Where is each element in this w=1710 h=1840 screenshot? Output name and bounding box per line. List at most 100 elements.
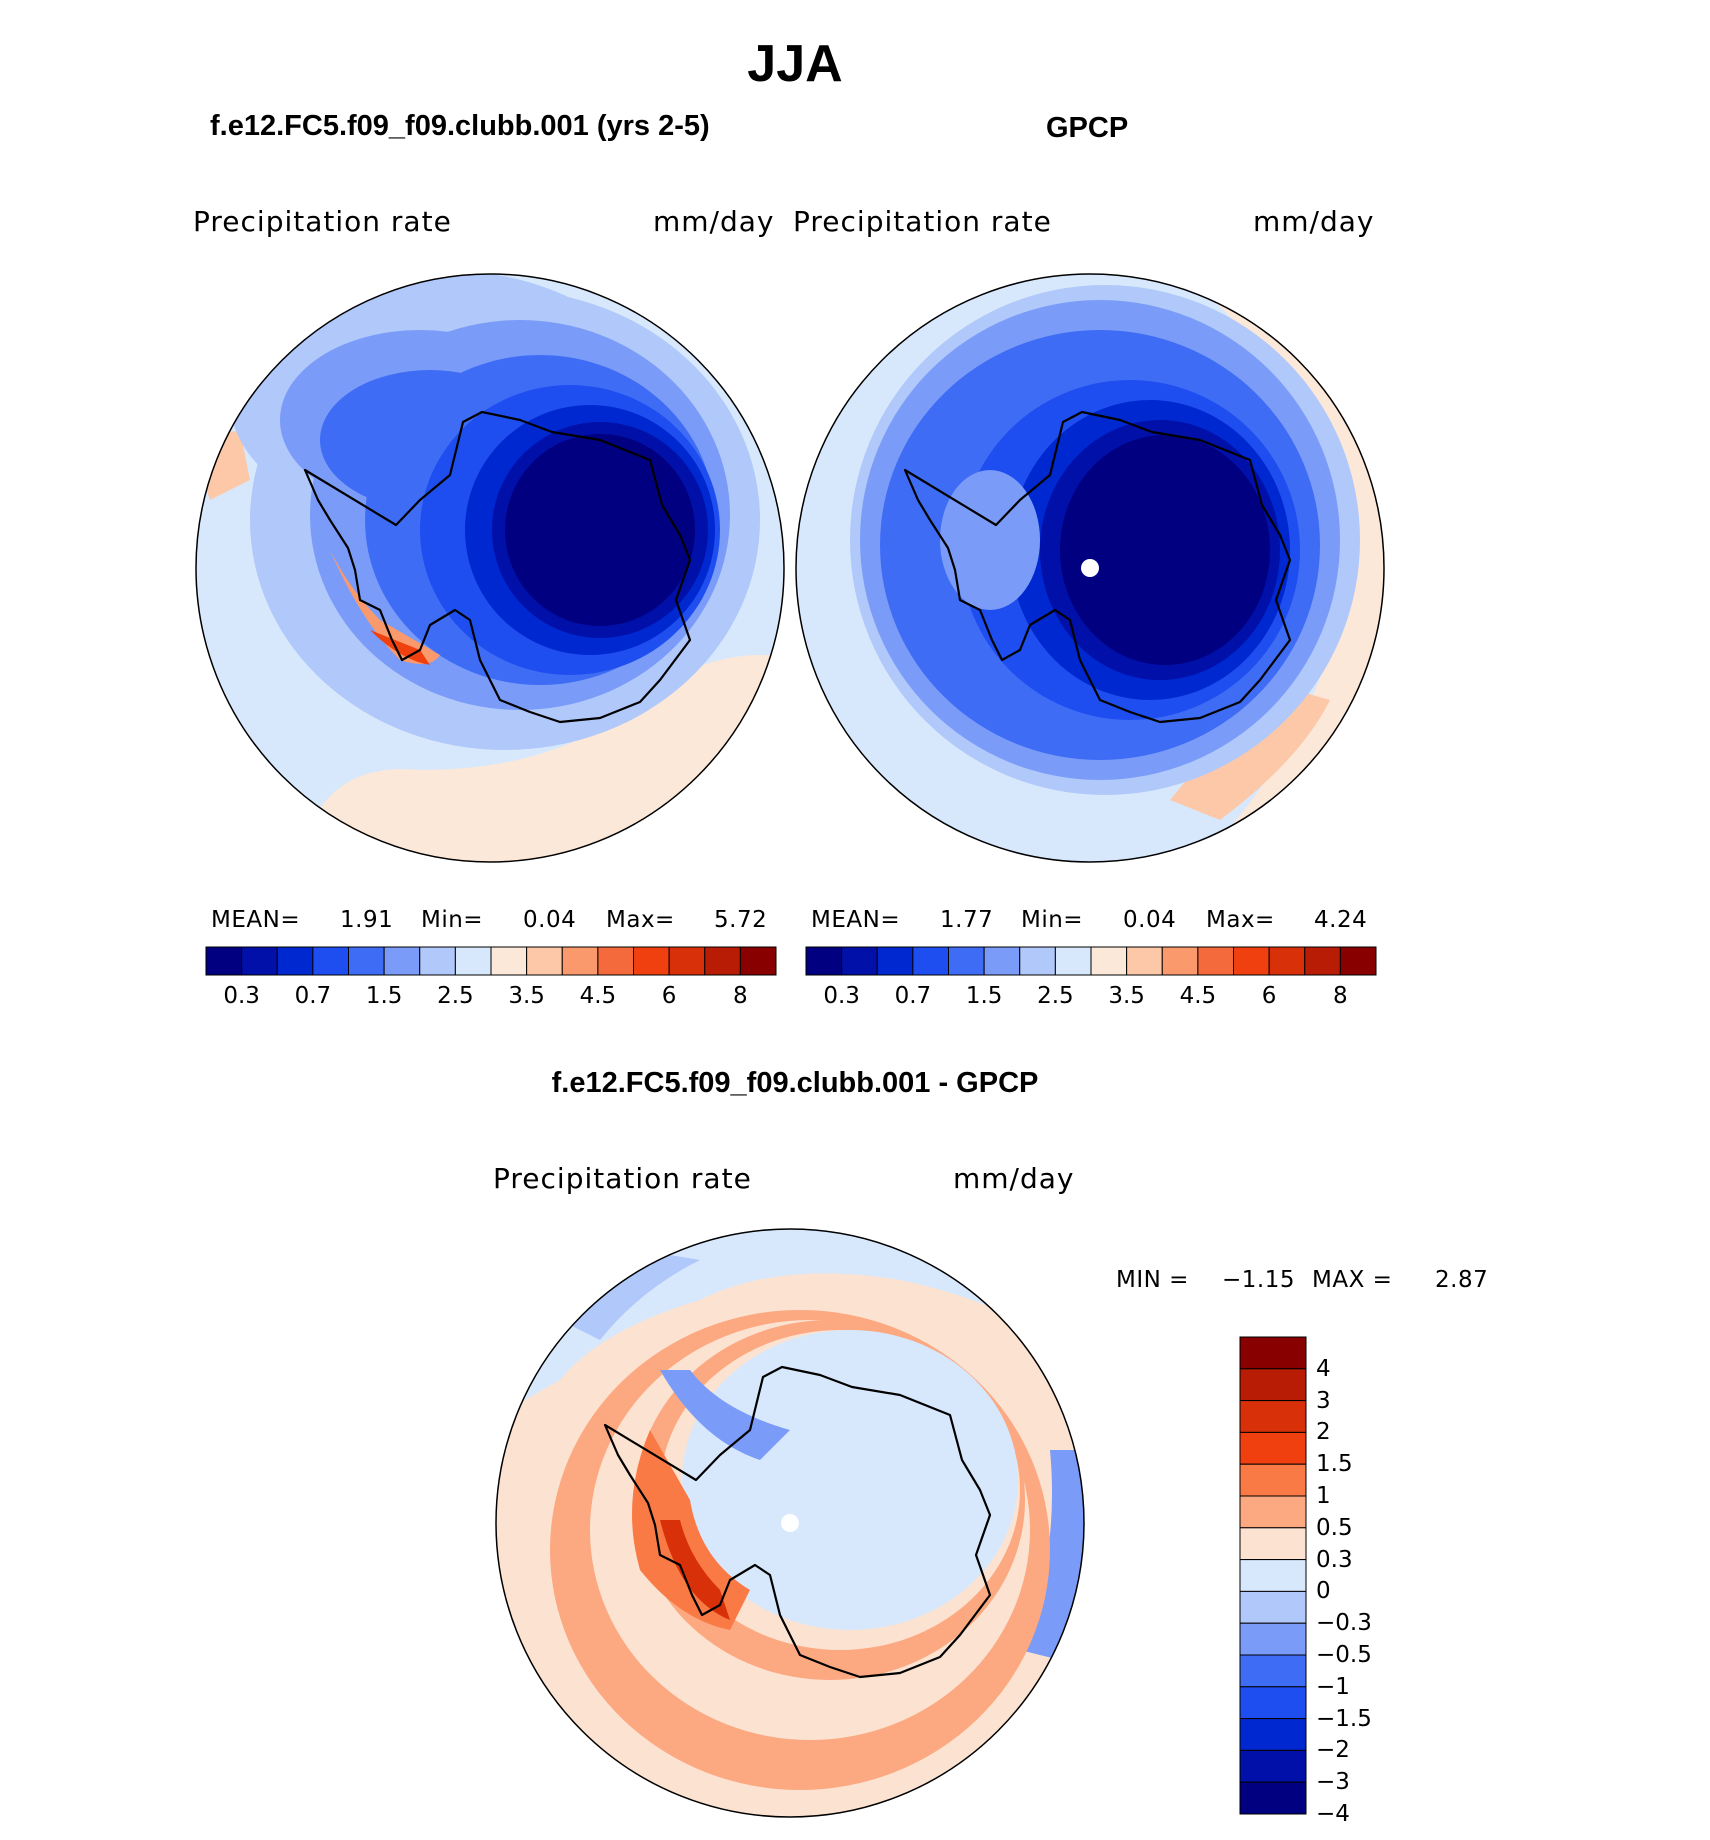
obs-min-label: Min= [1021, 907, 1084, 933]
model-min-value: 0.04 [523, 907, 577, 933]
model-colorbar-swatch [241, 946, 278, 976]
diff-colorbar-swatch [1239, 1654, 1307, 1688]
diff-colorbar-tick-label: 0.5 [1316, 1514, 1353, 1541]
model-colorbar-swatch [419, 946, 456, 976]
diff-min-label: MIN = [1116, 1267, 1189, 1293]
model-colorbar-swatch [561, 946, 599, 976]
model-colorbar-swatch [348, 946, 385, 976]
obs-colorbar-swatch [1161, 946, 1199, 976]
diff-colorbar-swatch [1239, 1749, 1307, 1783]
diff-colorbar-swatch [1239, 1431, 1307, 1465]
obs-colorbar-swatch [912, 946, 949, 976]
obs-colorbar-swatch [841, 946, 878, 976]
obs-mean-value: 1.77 [940, 907, 994, 933]
obs-colorbar-swatch [1054, 946, 1092, 976]
diff-colorbar-tick-label: 3 [1316, 1387, 1331, 1414]
model-variable-label: Precipitation rate [193, 205, 452, 238]
diff-colorbar-tick-label: 0.3 [1316, 1546, 1353, 1573]
model-colorbar-swatch [633, 946, 670, 976]
season-title: JJA [747, 35, 843, 93]
diff-colorbar-swatch [1239, 1400, 1307, 1433]
model-panel-title: f.e12.FC5.f09_f09.clubb.001 (yrs 2-5) [210, 110, 710, 142]
diff-colorbar-tick-label: 1.5 [1316, 1451, 1353, 1478]
obs-colorbar-tick-label: 0.3 [823, 983, 860, 1009]
diff-min-value: −1.15 [1222, 1267, 1295, 1293]
diff-precip-map [496, 1229, 1084, 1817]
obs-colorbar [805, 946, 1377, 976]
model-units-label: mm/day [653, 205, 775, 238]
diff-colorbar-tick-label: 0 [1316, 1578, 1331, 1605]
obs-colorbar-tick-label: 1.5 [965, 983, 1003, 1009]
obs-colorbar-swatch [1126, 946, 1163, 976]
model-colorbar-swatch [276, 946, 314, 976]
model-colorbar-tick-label: 3.5 [508, 983, 545, 1009]
model-colorbar-tick-label: 8 [733, 983, 748, 1009]
diff-colorbar-tick-label: −1 [1316, 1673, 1350, 1700]
diff-colorbar-swatch [1239, 1718, 1307, 1751]
diff-colorbar-tick-label: 1 [1316, 1483, 1331, 1509]
obs-colorbar-swatch [983, 946, 1021, 976]
diff-units-label: mm/day [953, 1162, 1075, 1195]
model-colorbar-swatch [383, 946, 421, 976]
obs-colorbar-swatch [1019, 946, 1056, 976]
diff-colorbar-tick-label: −0.3 [1316, 1610, 1372, 1637]
model-colorbar-swatch [597, 946, 634, 976]
model-max-label: Max= [606, 907, 675, 933]
model-colorbar-tick-label: 4.5 [579, 983, 617, 1009]
diff-colorbar [1239, 1336, 1307, 1815]
obs-colorbar-swatch [1304, 946, 1341, 976]
obs-colorbar-swatch [876, 946, 914, 976]
obs-colorbar-tick-label: 0.7 [894, 983, 932, 1009]
model-colorbar [205, 946, 777, 976]
obs-colorbar-tick-label: 8 [1333, 983, 1348, 1009]
diff-colorbar-tick-label: −4 [1316, 1801, 1350, 1827]
model-colorbar-swatch [739, 946, 777, 976]
model-colorbar-swatch [490, 946, 528, 976]
diff-colorbar-tick-label: −1.5 [1316, 1705, 1372, 1732]
model-colorbar-tick-label: 2.5 [437, 983, 474, 1009]
model-colorbar-swatch [668, 946, 706, 976]
diff-panel-title: f.e12.FC5.f09_f09.clubb.001 - GPCP [551, 1067, 1039, 1099]
obs-variable-label: Precipitation rate [793, 205, 1052, 238]
model-colorbar-swatch [454, 946, 492, 976]
model-colorbar-swatch [205, 946, 243, 976]
model-max-value: 5.72 [714, 907, 768, 933]
obs-precip-map [796, 274, 1384, 862]
obs-colorbar-swatch [948, 946, 985, 976]
diff-colorbar-tick-label: −3 [1316, 1769, 1350, 1796]
obs-colorbar-swatch [1339, 946, 1377, 976]
model-colorbar-tick-label: 6 [661, 983, 677, 1009]
obs-max-value: 4.24 [1314, 907, 1368, 933]
obs-colorbar-tick-label: 4.5 [1179, 983, 1217, 1009]
obs-colorbar-tick-label: 3.5 [1108, 983, 1145, 1009]
model-mean-value: 1.91 [340, 907, 394, 933]
model-colorbar-tick-label: 0.7 [294, 983, 332, 1009]
model-colorbar-swatch [312, 946, 349, 976]
diff-colorbar-swatch [1239, 1781, 1307, 1815]
diff-colorbar-tick-label: −2 [1316, 1737, 1350, 1764]
diff-colorbar-tick-label: −0.5 [1316, 1642, 1372, 1668]
obs-colorbar-swatch [1268, 946, 1306, 976]
model-colorbar-tick-label: 0.3 [223, 983, 260, 1009]
diff-colorbar-tick-label: 2 [1316, 1419, 1331, 1446]
obs-colorbar-tick-label: 6 [1261, 983, 1277, 1009]
obs-max-label: Max= [1206, 907, 1275, 933]
obs-colorbar-swatch [1090, 946, 1128, 976]
diff-colorbar-swatch [1239, 1686, 1307, 1720]
diff-variable-label: Precipitation rate [493, 1162, 752, 1195]
diff-colorbar-swatch [1239, 1463, 1307, 1497]
diff-colorbar-swatch [1239, 1590, 1307, 1624]
model-min-label: Min= [421, 907, 484, 933]
diff-colorbar-swatch [1239, 1368, 1307, 1402]
model-mean-label: MEAN= [211, 907, 301, 933]
diff-colorbar-swatch [1239, 1495, 1307, 1529]
model-colorbar-swatch [704, 946, 741, 976]
diff-colorbar-swatch [1239, 1559, 1307, 1592]
diff-colorbar-swatch [1239, 1527, 1307, 1561]
antarctica-coastline [303, 410, 1292, 1679]
diff-colorbar-swatch [1239, 1336, 1307, 1370]
obs-mean-label: MEAN= [811, 907, 901, 933]
obs-min-value: 0.04 [1123, 907, 1177, 933]
model-colorbar-tick-label: 1.5 [365, 983, 403, 1009]
diff-max-label: MAX = [1312, 1267, 1393, 1293]
